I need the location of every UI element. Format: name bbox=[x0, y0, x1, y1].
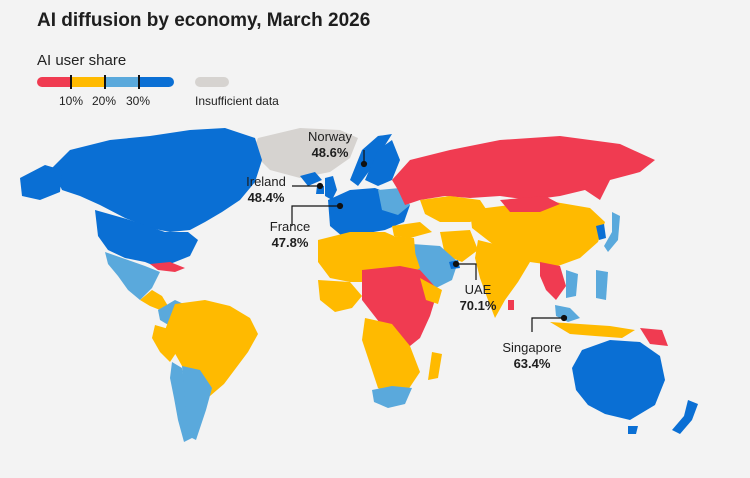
cuba bbox=[150, 262, 185, 272]
sweden-finland bbox=[365, 140, 400, 186]
tasmania bbox=[628, 426, 638, 434]
legend-label-nodata: Insufficient data bbox=[195, 94, 279, 108]
sri-lanka bbox=[508, 300, 514, 310]
argentina bbox=[182, 366, 212, 440]
legend-tick-10 bbox=[70, 75, 72, 89]
uk bbox=[325, 176, 337, 200]
legend-label-30: 30% bbox=[126, 94, 151, 108]
legend-label-10: 10% bbox=[59, 94, 84, 108]
south-africa bbox=[372, 386, 412, 408]
usa bbox=[95, 210, 198, 268]
legend-tick-30 bbox=[138, 75, 140, 89]
callout-ireland-country: Ireland bbox=[246, 174, 286, 189]
uae-dot bbox=[452, 260, 460, 268]
legend-swatch-low bbox=[37, 77, 71, 87]
papua-new-guinea bbox=[640, 328, 668, 346]
legend-tick-20 bbox=[104, 75, 106, 89]
iran bbox=[440, 230, 478, 262]
japan bbox=[604, 212, 620, 252]
madagascar bbox=[428, 352, 442, 380]
korea bbox=[596, 224, 606, 240]
egypt bbox=[395, 236, 416, 262]
central-america bbox=[140, 290, 168, 310]
horn-of-africa bbox=[420, 278, 442, 304]
callout-uae: UAE 70.1% bbox=[450, 282, 506, 314]
turkey bbox=[392, 222, 432, 238]
myanmar-thailand bbox=[540, 262, 566, 300]
legend-title: AI user share bbox=[37, 52, 127, 69]
philippines bbox=[596, 270, 608, 300]
ireland-dot bbox=[316, 182, 324, 190]
callout-singapore-value: 63.4% bbox=[513, 356, 551, 371]
callout-france: France 47.8% bbox=[262, 219, 318, 251]
indonesia bbox=[550, 322, 635, 338]
greenland bbox=[252, 128, 358, 178]
callout-france-country: France bbox=[269, 219, 311, 234]
callout-uae-country: UAE bbox=[464, 282, 492, 297]
france-dot bbox=[336, 202, 344, 210]
callout-france-value: 47.8% bbox=[271, 235, 309, 250]
callout-lines bbox=[291, 150, 568, 332]
singapore-dot bbox=[560, 314, 568, 322]
legend-swatch-nodata bbox=[195, 77, 229, 87]
legend-label-20: 20% bbox=[92, 94, 117, 108]
callout-singapore-country: Singapore bbox=[502, 340, 562, 355]
mexico bbox=[105, 252, 160, 300]
malaysia bbox=[555, 305, 580, 322]
southern-africa bbox=[362, 318, 420, 396]
legend-swatch-high bbox=[105, 77, 139, 87]
australia bbox=[572, 340, 665, 420]
alaska bbox=[20, 165, 62, 200]
central-east-africa bbox=[362, 266, 438, 350]
callout-norway: Norway 48.6% bbox=[298, 129, 362, 161]
west-africa bbox=[318, 280, 362, 312]
russia bbox=[392, 136, 655, 205]
callout-ireland-value: 48.4% bbox=[247, 190, 285, 205]
mongolia bbox=[500, 196, 560, 212]
canada bbox=[52, 128, 262, 232]
callout-ireland: Ireland 48.4% bbox=[238, 174, 294, 206]
chile bbox=[170, 362, 192, 442]
callout-norway-value: 48.6% bbox=[311, 145, 349, 160]
vietnam bbox=[566, 270, 578, 298]
callout-norway-country: Norway bbox=[307, 129, 353, 144]
callout-uae-value: 70.1% bbox=[459, 298, 497, 313]
new-zealand bbox=[672, 400, 698, 434]
page-title: AI diffusion by economy, March 2026 bbox=[37, 10, 371, 31]
iceland bbox=[300, 172, 322, 186]
india bbox=[475, 240, 530, 318]
legend-swatch-top bbox=[139, 77, 174, 87]
legend-swatch-mid bbox=[71, 77, 105, 87]
france-leader bbox=[291, 205, 340, 226]
norway bbox=[350, 134, 392, 186]
singapore-leader bbox=[531, 317, 564, 332]
norway-dot bbox=[360, 160, 368, 168]
peru bbox=[152, 325, 178, 362]
uae-leader bbox=[456, 263, 477, 280]
callout-singapore: Singapore 63.4% bbox=[492, 340, 572, 372]
